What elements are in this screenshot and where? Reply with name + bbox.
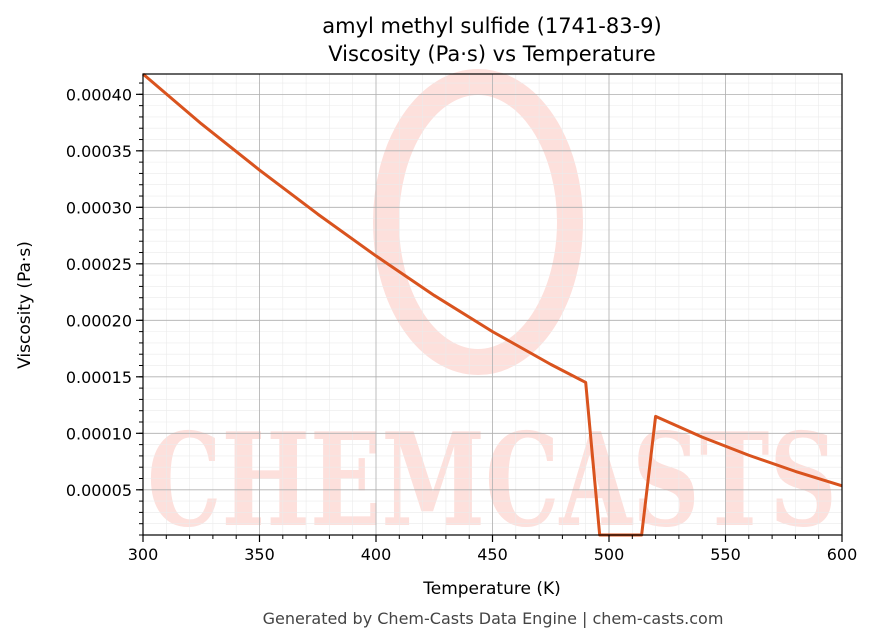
watermark-ring <box>373 69 583 375</box>
y-tick-label: 0.00025 <box>66 255 132 274</box>
x-axis-label: Temperature (K) <box>422 579 561 599</box>
y-tick-label: 0.00035 <box>66 142 132 161</box>
watermark-logo: CHEMCASTS <box>147 69 837 556</box>
series-layer <box>142 72 843 537</box>
x-tick-label: 300 <box>128 545 159 564</box>
chart-title: amyl methyl sulfide (1741-83-9) <box>322 14 661 38</box>
footer-text: Generated by Chem-Casts Data Engine | ch… <box>263 609 724 628</box>
y-tick-label: 0.00015 <box>66 368 132 387</box>
watermark-text: CHEMCASTS <box>147 406 837 556</box>
y-axis-label: Viscosity (Pa·s) <box>15 241 35 369</box>
x-tick-label: 550 <box>710 545 741 564</box>
x-tick-label: 500 <box>594 545 625 564</box>
x-tick-label: 400 <box>361 545 392 564</box>
major-grid <box>142 74 843 535</box>
y-tick-label: 0.00020 <box>66 311 132 330</box>
y-tick-label: 0.00005 <box>66 481 132 500</box>
viscosity-series-line <box>142 72 843 537</box>
y-tick-label: 0.00010 <box>66 424 132 443</box>
y-tick-label: 0.00030 <box>66 198 132 217</box>
x-tick-label: 350 <box>244 545 275 564</box>
x-tick-label: 600 <box>827 545 858 564</box>
x-tick-label: 450 <box>477 545 508 564</box>
y-tick-label: 0.00040 <box>66 85 132 104</box>
chart-subtitle: Viscosity (Pa·s) vs Temperature <box>328 42 656 66</box>
axis-ticks: 300 350 400 450 500 550 600 0.00005 0.00010 0.000… <box>66 82 858 564</box>
